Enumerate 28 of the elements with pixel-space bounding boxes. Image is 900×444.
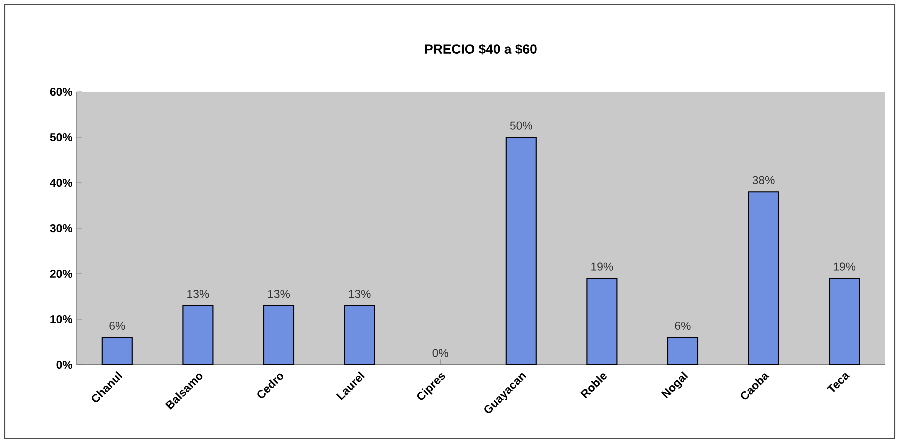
data-label: 6% — [110, 322, 126, 330]
bar — [344, 305, 376, 366]
chart-title: PRECIO $40 a $60 — [425, 44, 537, 55]
y-tick-label: 10% — [50, 315, 73, 324]
bar — [829, 278, 860, 366]
y-tick-label: 0% — [56, 360, 73, 370]
y-tick-label: 40% — [50, 178, 73, 188]
data-label: 19% — [592, 262, 614, 271]
bar — [263, 305, 295, 366]
bar — [586, 278, 618, 366]
data-label: 38% — [752, 176, 775, 184]
bar — [506, 136, 537, 366]
x-tick-label: Teca — [826, 373, 850, 392]
bar — [102, 337, 133, 366]
data-label: 13% — [349, 290, 371, 298]
y-tick-label: 30% — [50, 224, 73, 233]
bar — [182, 305, 214, 366]
bar — [748, 192, 780, 366]
data-label: 13% — [188, 290, 210, 298]
data-label: 19% — [834, 262, 856, 271]
y-tick-label: 20% — [50, 270, 73, 278]
data-label: 6% — [675, 322, 691, 330]
data-label: 0% — [432, 349, 448, 358]
data-label: 50% — [510, 122, 532, 130]
bar — [667, 337, 699, 366]
y-tick-label: 50% — [50, 133, 73, 142]
data-label: 13% — [268, 290, 290, 298]
y-tick-label: 60% — [50, 88, 73, 96]
